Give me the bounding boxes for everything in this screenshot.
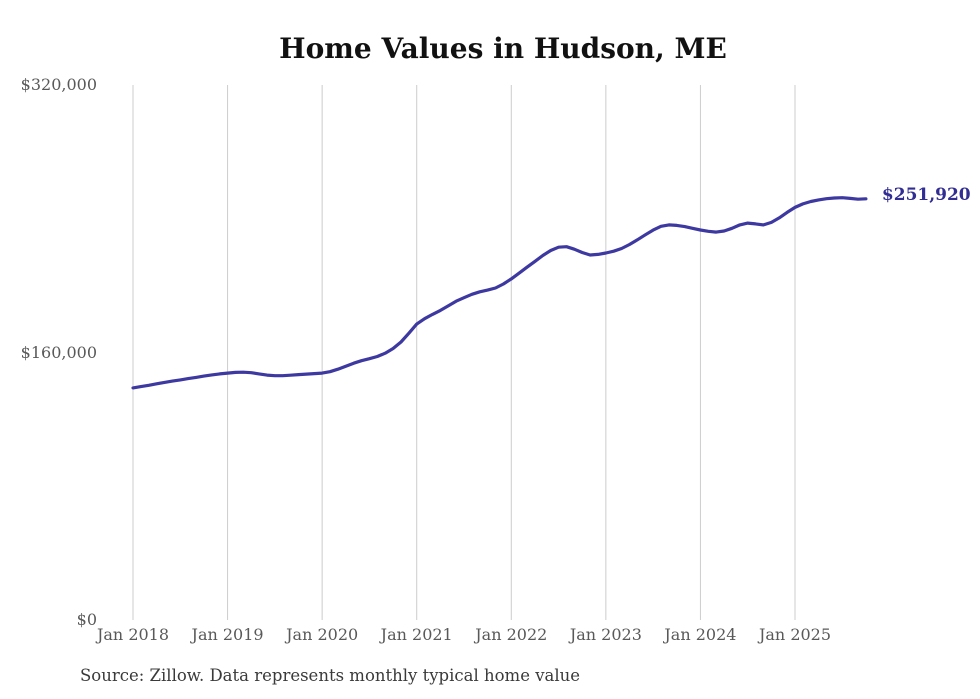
x-tick-label: Jan 2025 [758, 625, 832, 644]
x-tick-label: Jan 2020 [286, 625, 359, 644]
x-tick-label: Jan 2024 [664, 625, 737, 644]
x-tick-label: Jan 2022 [475, 625, 548, 644]
y-tick-label: $0 [76, 610, 97, 629]
x-tick-label: Jan 2018 [96, 625, 170, 644]
x-tick-label: Jan 2019 [191, 625, 264, 644]
value-line [131, 196, 868, 390]
y-tick-label: $160,000 [20, 342, 97, 362]
chart-title: Home Values in Hudson, ME [279, 32, 727, 65]
x-tick-label: Jan 2023 [569, 625, 642, 644]
y-tick-label: $320,000 [20, 75, 97, 94]
source-note: Source: Zillow. Data represents monthly … [80, 666, 581, 685]
current-value-label: $251,920 [881, 184, 971, 205]
x-tick-label: Jan 2021 [380, 625, 453, 644]
